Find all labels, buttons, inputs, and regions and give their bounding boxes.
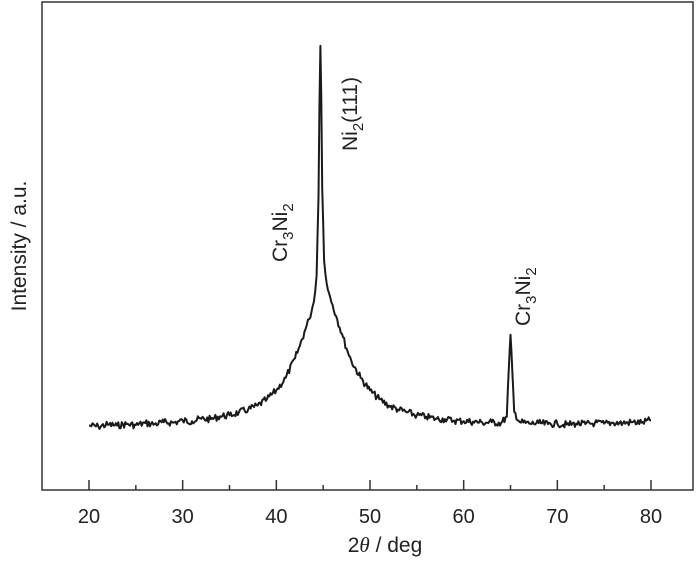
series-line bbox=[89, 44, 651, 430]
x-tick-label: 40 bbox=[265, 506, 287, 528]
x-tick-label: 20 bbox=[78, 506, 100, 528]
y-axis-label: Intensity / a.u. bbox=[8, 181, 31, 312]
plot-frame bbox=[41, 1, 694, 491]
peak-annotation: Ni2(111) bbox=[339, 77, 367, 151]
peak-annotation: Cr3Ni2 bbox=[512, 267, 540, 326]
x-tick-label: 60 bbox=[453, 506, 475, 528]
peak-annotation: Cr3Ni2 bbox=[269, 203, 297, 262]
x-tick-label: 70 bbox=[546, 506, 568, 528]
x-tick-label: 50 bbox=[359, 506, 381, 528]
x-tick-label: 30 bbox=[172, 506, 194, 528]
x-tick-label: 80 bbox=[640, 506, 662, 528]
x-axis-label: 2θ / deg bbox=[348, 533, 423, 557]
